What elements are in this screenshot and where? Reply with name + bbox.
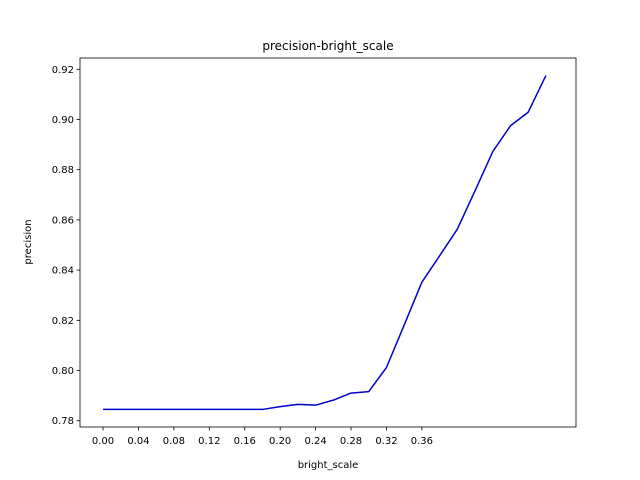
x-tick-label: 0.20 xyxy=(269,436,291,447)
x-tick-label: 0.32 xyxy=(375,436,397,447)
plot-area xyxy=(80,58,576,427)
y-tick-label: 0.86 xyxy=(52,215,74,226)
y-tick-label: 0.78 xyxy=(52,416,74,427)
y-tick-label: 0.88 xyxy=(52,165,74,176)
plot-frame xyxy=(79,57,577,428)
y-tick-label: 0.90 xyxy=(52,115,74,126)
x-axis-label: bright_scale xyxy=(298,460,359,471)
y-axis: 0.78 0.80 0.82 0.84 0.86 0.88 0.90 0.92 xyxy=(52,65,80,427)
x-tick-label: 0.28 xyxy=(340,436,362,447)
x-tick-label: 0.08 xyxy=(163,436,185,447)
y-tick-label: 0.92 xyxy=(52,65,74,76)
y-axis-label: precision xyxy=(23,219,34,264)
x-tick-label: 0.12 xyxy=(198,436,220,447)
x-tick-label: 0.04 xyxy=(127,436,149,447)
y-tick-label: 0.82 xyxy=(52,316,74,327)
x-tick-label: 0.00 xyxy=(92,436,114,447)
x-tick-label: 0.36 xyxy=(411,436,433,447)
x-tick-label: 0.16 xyxy=(234,436,256,447)
x-axis: 0.00 0.04 0.08 0.12 0.16 0.20 0.24 0.28 0.32 0.36 xyxy=(92,427,433,447)
x-tick-label: 0.24 xyxy=(304,436,326,447)
plot-background xyxy=(80,58,576,427)
y-tick-label: 0.84 xyxy=(52,266,74,277)
series-line xyxy=(103,75,547,411)
y-tick-label: 0.80 xyxy=(52,366,74,377)
chart-title: precision-bright_scale xyxy=(262,39,393,53)
